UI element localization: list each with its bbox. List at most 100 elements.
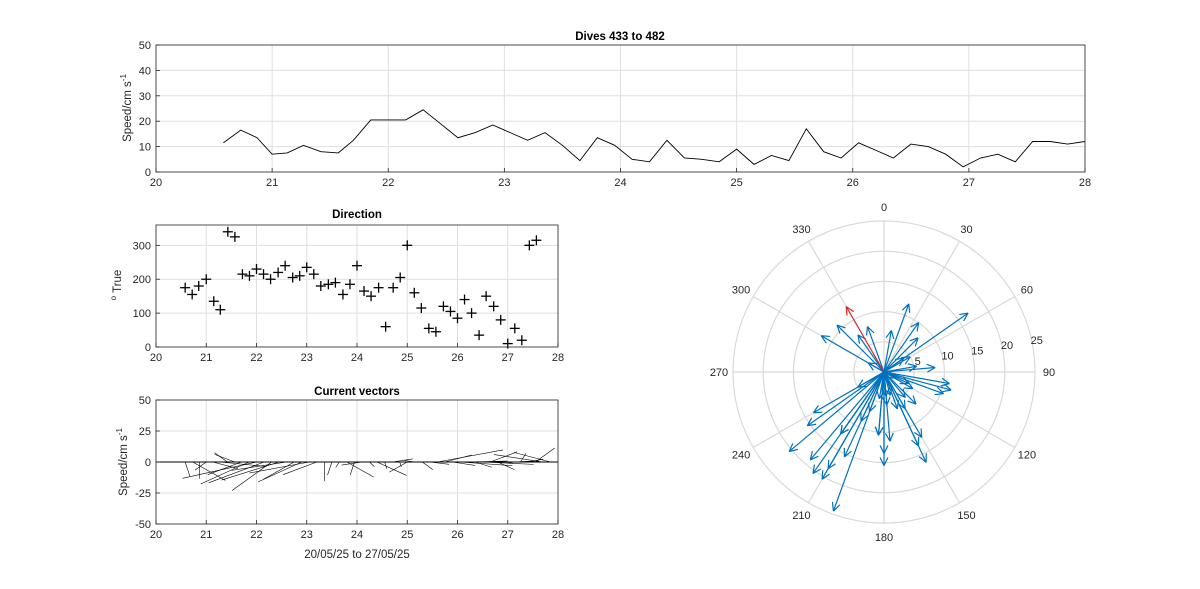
polar-vector-head [886, 396, 891, 406]
angle-label: 120 [1018, 450, 1036, 462]
polar-vector-head [888, 370, 895, 379]
vector-stick [497, 461, 515, 470]
x-tick-label: 27 [502, 352, 514, 364]
vector-stick [444, 454, 472, 463]
polar-vector-shaft [832, 371, 885, 512]
radial-tick-label: 20 [1001, 340, 1013, 352]
speed-line [223, 109, 1086, 168]
vector-stick [221, 461, 280, 481]
x-tick-label: 22 [250, 529, 262, 541]
x-tick-label: 22 [382, 177, 394, 189]
x-tick-label: 26 [451, 529, 463, 541]
vector-stick [231, 461, 287, 471]
polar-vector-head [896, 399, 899, 409]
polar-vector-head [940, 382, 950, 387]
polar-vector-head [883, 445, 889, 454]
direction-point [380, 321, 391, 332]
axes-frame [155, 399, 559, 525]
polar-vector-shaft [806, 371, 885, 427]
x-tick-label: 25 [731, 177, 743, 189]
direction-point [359, 286, 370, 297]
direction-point [323, 279, 334, 290]
x-tick-label: 20 [150, 352, 162, 364]
direction-ylabel: oTrue [109, 270, 124, 301]
angle-label: 240 [732, 450, 750, 462]
vector-stick [208, 461, 265, 484]
polar-vector-head [903, 387, 913, 390]
polar-vector-head [788, 443, 794, 452]
polar-vector-head [860, 415, 869, 422]
speed-series [223, 109, 1086, 168]
polar-vector-head [840, 428, 849, 435]
direction-point [524, 240, 535, 251]
direction-axes: Direction 20 21 22 23 24 25 26 27 28 0 100 200 300 o… [109, 209, 564, 364]
polar-vector-head [809, 455, 819, 461]
vectors-title: Current vectors [314, 386, 400, 398]
direction-point [308, 269, 319, 280]
vector-stick [214, 452, 228, 463]
direction-point [344, 279, 355, 290]
vector-stick [212, 461, 238, 469]
polar-vector [860, 371, 885, 422]
direction-point [445, 306, 456, 317]
polar-vector-head [821, 335, 831, 338]
polar-vector-shaft [860, 371, 885, 422]
angle-label: 330 [792, 224, 810, 236]
polar-vector-head [857, 379, 864, 388]
polar-vector-head [903, 399, 906, 409]
polar-vector [883, 371, 945, 396]
angle-label: 60 [1021, 285, 1033, 297]
x-tick-label: 24 [614, 177, 626, 189]
polar-vector-shaft [866, 326, 885, 373]
direction-point [201, 274, 212, 285]
polar-vector-head [916, 322, 920, 332]
polar-vector [806, 371, 885, 427]
angle-label: 180 [875, 532, 893, 544]
x-tick-label: 24 [351, 529, 363, 541]
polar-vector-head [880, 388, 887, 397]
polar-vector-head [874, 426, 880, 436]
direction-point [251, 264, 262, 275]
vector-stick [194, 461, 207, 471]
polar-vector-head [918, 456, 927, 463]
polar-vector-head [879, 445, 885, 454]
mean-vector-head [845, 306, 855, 313]
polar-axes: 5 10 15 20 25 0 30 60 90 120 150 180 210 240 270 300 330 [710, 202, 1055, 544]
polar-vector-shaft [883, 357, 905, 373]
polar-vector-head [904, 356, 911, 365]
polar-vector-head [911, 439, 919, 447]
direction-point [416, 303, 427, 314]
vectors-series [156, 447, 558, 491]
polar-vector-head [820, 335, 827, 344]
polar-vector [883, 330, 895, 373]
direction-point [330, 277, 341, 288]
direction-point [438, 301, 449, 312]
polar-vector-head [827, 459, 830, 469]
polar-vector-head [807, 423, 817, 427]
vector-stick [520, 453, 527, 463]
polar-vector-head [809, 451, 814, 461]
speed-ticks: 20 21 22 23 24 25 26 27 28 0 10 20 30 40 50 [139, 40, 1091, 189]
direction-point [466, 308, 477, 319]
angle-label: 90 [1043, 367, 1055, 379]
polar-vector-shaft [883, 303, 910, 373]
polar-vector-shaft [840, 371, 885, 435]
polar-vector-shaft [836, 324, 885, 373]
polar-vector-head [959, 312, 969, 316]
angle-label: 210 [792, 510, 810, 522]
x-tick-label: 28 [1079, 177, 1091, 189]
polar-vector-head [827, 463, 836, 470]
direction-point [315, 281, 326, 291]
vector-stick [493, 454, 543, 463]
direction-series [180, 226, 542, 349]
x-tick-label: 26 [847, 177, 859, 189]
y-tick-label: 300 [133, 240, 151, 252]
radial-tick-label: 5 [915, 356, 921, 368]
polar-vector-shaft [788, 371, 885, 453]
direction-point [516, 335, 527, 346]
direction-point [229, 231, 240, 242]
polar-vector [883, 337, 919, 373]
polar-vector-shaft [883, 371, 952, 391]
x-tick-label: 28 [552, 529, 564, 541]
direction-point [193, 281, 204, 291]
